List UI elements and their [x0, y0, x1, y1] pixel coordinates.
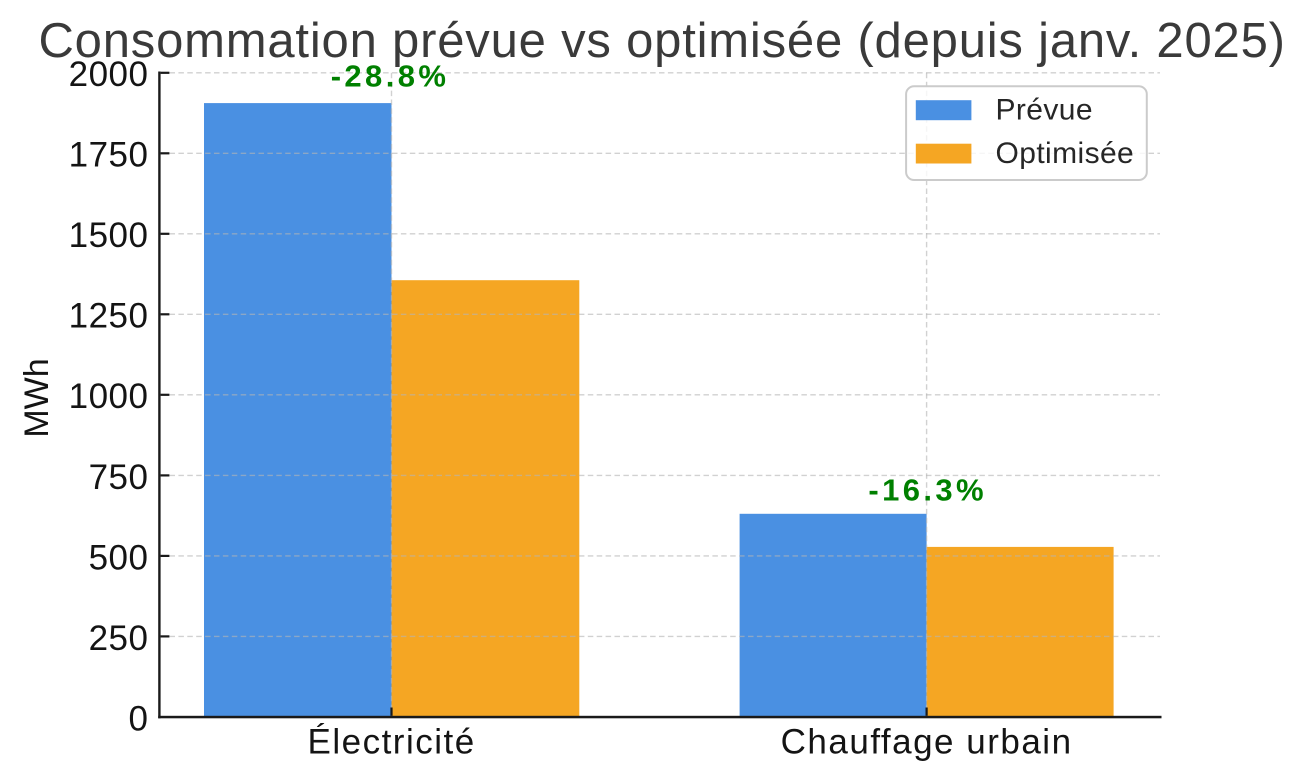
svg-text:Chauffage urbain: Chauffage urbain — [781, 722, 1073, 761]
svg-text:750: 750 — [89, 458, 149, 497]
svg-text:Électricité: Électricité — [307, 722, 475, 761]
svg-text:1750: 1750 — [69, 136, 149, 175]
svg-text:1000: 1000 — [69, 377, 149, 416]
svg-text:500: 500 — [89, 538, 149, 577]
svg-text:0: 0 — [129, 699, 149, 738]
svg-text:1250: 1250 — [69, 297, 149, 336]
svg-text:2000: 2000 — [69, 55, 149, 94]
svg-text:250: 250 — [89, 619, 149, 658]
svg-text:Consommation prévue vs optimis: Consommation prévue vs optimisée (depuis… — [39, 14, 1286, 68]
svg-text:Prévue: Prévue — [996, 94, 1093, 127]
svg-text:MWh: MWh — [18, 358, 56, 437]
svg-text:-28.8%: -28.8% — [331, 58, 450, 93]
svg-text:1500: 1500 — [69, 216, 149, 255]
svg-text:Optimisée: Optimisée — [996, 137, 1135, 170]
svg-text:-16.3%: -16.3% — [868, 472, 987, 507]
